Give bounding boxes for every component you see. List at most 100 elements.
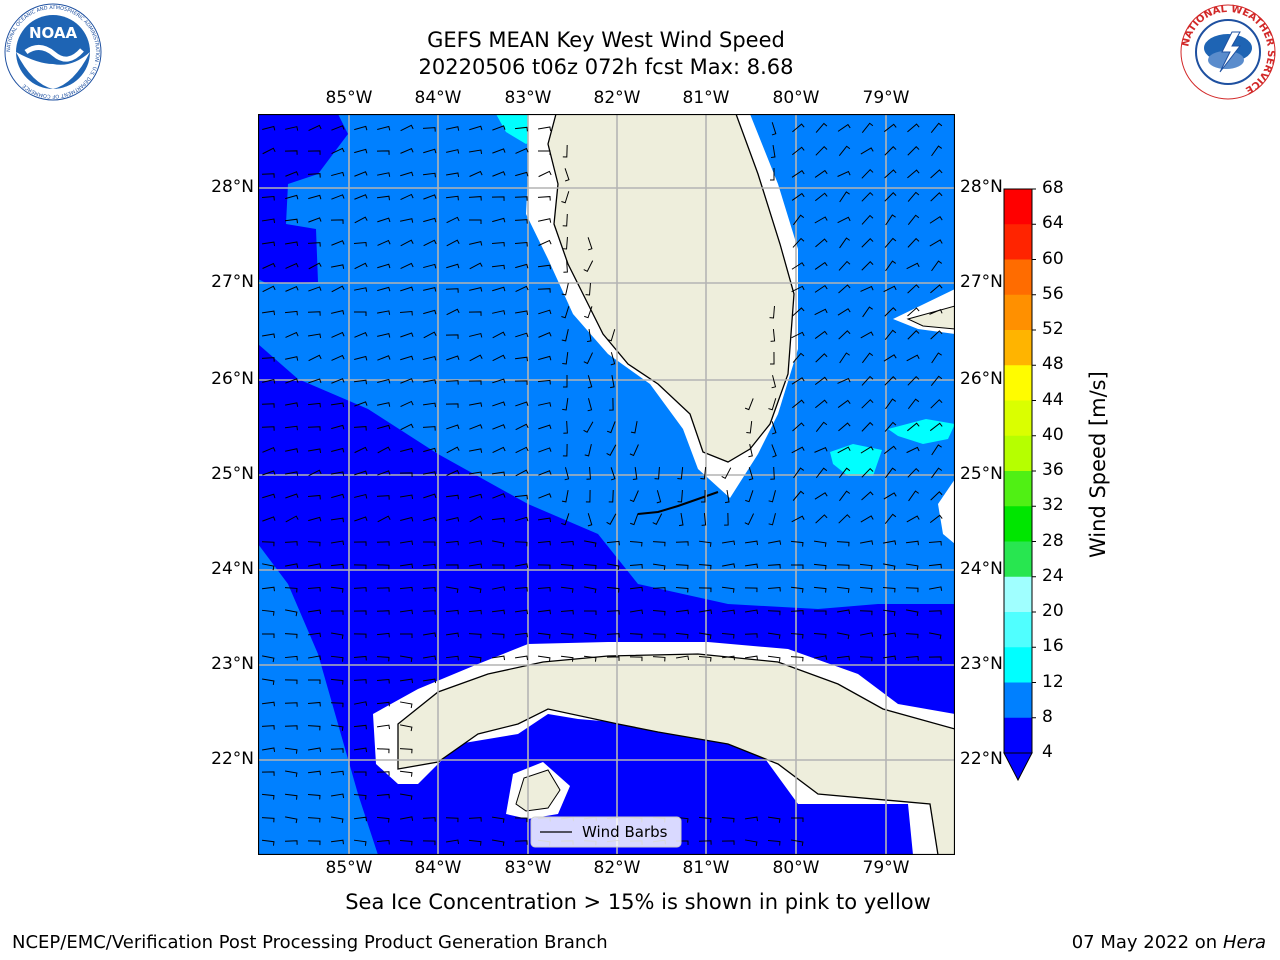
- wind-barb: [907, 146, 920, 156]
- wind-barb: [376, 632, 390, 638]
- wind-barb: [771, 122, 777, 136]
- footer-branch: NCEP/EMC/Verification Post Processing Pr…: [12, 932, 608, 953]
- wind-barb: [929, 216, 943, 224]
- wind-barb: [261, 633, 275, 639]
- wind-barb: [629, 563, 643, 569]
- wind-barb: [331, 493, 345, 499]
- lat-label-right: 25°N: [960, 464, 1003, 484]
- wind-barb: [354, 171, 368, 177]
- wind-barb: [353, 679, 367, 684]
- wind-barb: [583, 260, 594, 273]
- wind-barb: [928, 540, 942, 546]
- wind-barb: [353, 633, 367, 639]
- wind-barb: [906, 262, 920, 270]
- wind-barb: [400, 286, 414, 292]
- wind-barb: [400, 400, 414, 407]
- wind-barb: [491, 609, 505, 615]
- wind-barb: [538, 218, 552, 223]
- wind-barb: [721, 655, 735, 661]
- wind-barb: [307, 426, 321, 431]
- colorbar-segment: [1004, 294, 1032, 331]
- wind-barb: [492, 148, 506, 154]
- wind-barb: [748, 467, 754, 481]
- wind-barb: [284, 702, 298, 707]
- wind-barb: [860, 147, 874, 155]
- wind-barb: [331, 285, 345, 293]
- wind-barb: [308, 286, 322, 292]
- wind-barb: [445, 288, 459, 293]
- wind-barb: [399, 770, 413, 777]
- wind-band-8-12-east: [888, 419, 955, 444]
- wind-barb: [861, 122, 874, 134]
- wind-barb: [837, 446, 851, 454]
- wind-barb: [515, 469, 529, 477]
- wind-barb: [446, 355, 460, 361]
- wind-barb: [399, 494, 414, 500]
- wind-barb: [354, 446, 368, 454]
- wind-barb: [492, 286, 506, 292]
- wind-barb: [285, 471, 299, 476]
- wind-barb: [610, 352, 616, 366]
- wind-barb: [422, 426, 436, 431]
- wind-barb: [538, 170, 552, 178]
- wind-barb: [838, 260, 851, 271]
- wind-barb: [929, 586, 943, 591]
- wind-barb: [882, 632, 897, 638]
- wind-barb: [744, 563, 759, 569]
- colorbar-tick-label: 52: [1042, 319, 1064, 339]
- wind-barb: [538, 402, 552, 407]
- lon-label-bottom: 85°W: [325, 858, 373, 878]
- wind-barb: [815, 353, 828, 363]
- wind-barb: [882, 655, 897, 661]
- wind-barb: [656, 490, 662, 504]
- colorbar-tick-label: 40: [1042, 424, 1064, 445]
- wind-barb: [377, 515, 391, 523]
- wind-barb: [330, 793, 345, 799]
- wind-barb: [353, 771, 367, 777]
- wind-barb: [884, 169, 897, 179]
- wind-barb: [330, 839, 344, 845]
- wind-barb: [468, 817, 482, 822]
- wind-barb: [354, 470, 368, 476]
- wind-barb: [492, 424, 506, 430]
- colorbar-tick-label: 28: [1042, 530, 1064, 551]
- wind-barb: [771, 375, 777, 389]
- wind-barb: [837, 170, 851, 177]
- wind-barb: [931, 444, 942, 456]
- lat-label-left: 23°N: [211, 654, 254, 674]
- wind-barb: [285, 770, 298, 778]
- wind-barb: [446, 424, 460, 430]
- wind-barb: [861, 375, 874, 386]
- wind-barb: [884, 192, 897, 202]
- chart-title: GEFS MEAN Key West Wind Speed: [427, 28, 785, 52]
- wind-barb: [285, 285, 299, 292]
- wind-barb: [353, 793, 367, 800]
- wind-barb: [744, 398, 754, 411]
- wind-barb: [514, 541, 528, 547]
- wind-barb: [492, 171, 506, 177]
- lat-label-right: 24°N: [960, 559, 1003, 579]
- wind-barb: [284, 425, 298, 431]
- wind-barb: [445, 403, 459, 408]
- wind-barb: [767, 816, 781, 823]
- wind-barb: [563, 420, 568, 434]
- wind-barb: [814, 169, 828, 178]
- lat-label-left: 22°N: [211, 749, 254, 769]
- wind-barb: [538, 470, 552, 476]
- wind-barb: [908, 490, 920, 502]
- wind-barb: [606, 421, 616, 434]
- wind-barb: [907, 191, 920, 202]
- wind-barb: [929, 239, 943, 247]
- wind-barb: [652, 563, 666, 570]
- wind-barb: [768, 490, 776, 503]
- wind-barb: [929, 308, 943, 315]
- wind-barb: [261, 218, 276, 224]
- wind-barb: [330, 219, 344, 224]
- wind-barb: [331, 331, 345, 338]
- wind-barb: [861, 191, 874, 202]
- wind-barb: [861, 467, 874, 478]
- wind-barb: [792, 214, 805, 226]
- wind-barb: [537, 517, 552, 523]
- colorbar: [1003, 188, 1036, 782]
- wind-barb: [791, 377, 805, 385]
